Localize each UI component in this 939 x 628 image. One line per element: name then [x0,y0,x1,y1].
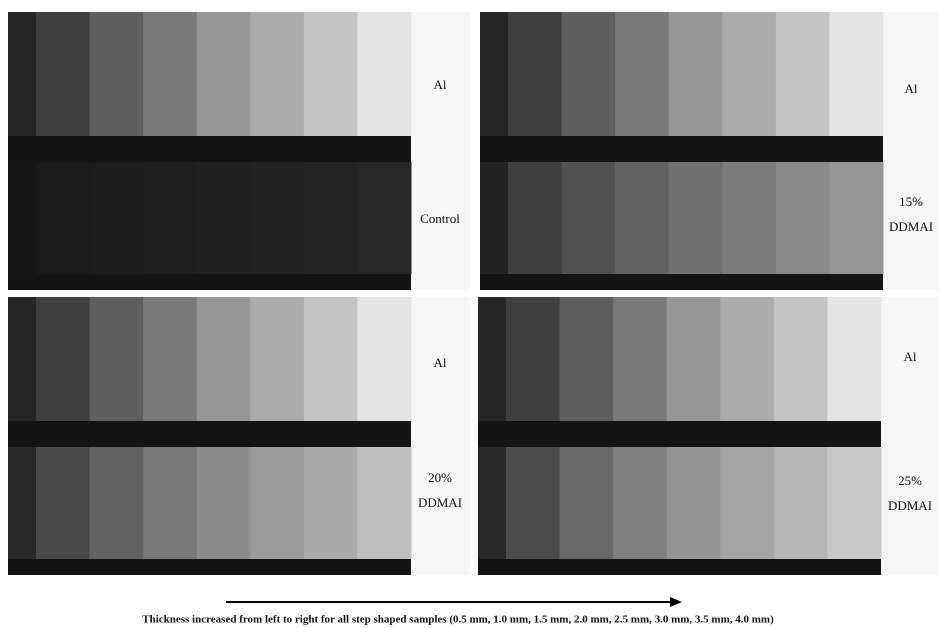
step-top [829,12,884,136]
step-top [508,12,563,136]
label-area [883,12,939,290]
step-bottom [508,162,563,274]
step-bottom [143,162,198,274]
step-top [303,12,358,136]
step-top [668,12,723,136]
step-bottom [668,162,723,274]
step-top [480,12,509,136]
step-bottom [720,447,775,559]
arrow-head [670,597,682,607]
caption: Thickness increased from left to right f… [142,614,774,626]
step-top [720,297,775,421]
label-area [411,12,470,290]
sample-label: DDMAI [888,498,932,513]
step-top [722,12,777,136]
step-top [827,297,882,421]
step-bottom [722,162,777,274]
step-top [613,297,668,421]
step-top [506,297,561,421]
sample-label: DDMAI [418,495,462,510]
sample-label: Control [420,211,460,226]
radiographs: Al Control Al 15% DDMAI Al 20% DDMAI Al 25% DDMAI [8,12,939,575]
step-bottom [250,162,305,274]
step-bottom [303,162,358,274]
step-top [89,12,144,136]
step-top [615,12,670,136]
step-bottom [615,162,670,274]
step-bottom [613,447,668,559]
step-bottom [559,447,614,559]
step-bottom [8,447,37,559]
step-top [250,12,305,136]
step-bottom [196,447,251,559]
step-top [775,12,830,136]
step-top [478,297,507,421]
step-bottom [478,447,507,559]
step-top [250,297,305,421]
step-bottom [561,162,616,274]
step-bottom [36,162,91,274]
top-label: Al [434,77,447,92]
step-bottom [89,162,144,274]
top-label: Al [905,81,918,96]
top-label: Al [904,349,917,364]
step-top [8,297,37,421]
step-top [561,12,616,136]
step-bottom [506,447,561,559]
step-bottom [196,162,251,274]
step-bottom [250,447,305,559]
step-top [357,12,412,136]
step-top [559,297,614,421]
step-top [36,12,91,136]
step-bottom [775,162,830,274]
step-bottom [357,447,412,559]
step-top [773,297,828,421]
step-bottom [357,162,412,274]
step-top [357,297,412,421]
step-top [196,12,251,136]
step-top [89,297,144,421]
step-top [143,12,198,136]
step-bottom [143,447,198,559]
sample-label: DDMAI [889,219,933,234]
step-top [666,297,721,421]
label-area [881,297,939,575]
step-bottom [303,447,358,559]
label-area [411,297,470,575]
sample-label: 20% [428,470,452,485]
step-top [36,297,91,421]
step-bottom [666,447,721,559]
step-bottom [480,162,509,274]
sample-label: 25% [898,473,922,488]
step-top [303,297,358,421]
step-bottom [8,162,37,274]
step-bottom [89,447,144,559]
step-top [143,297,198,421]
sample-label: 15% [899,194,923,209]
step-top [8,12,37,136]
step-top [196,297,251,421]
step-bottom [829,162,884,274]
top-label: Al [434,355,447,370]
step-bottom [773,447,828,559]
step-bottom [36,447,91,559]
step-bottom [827,447,882,559]
